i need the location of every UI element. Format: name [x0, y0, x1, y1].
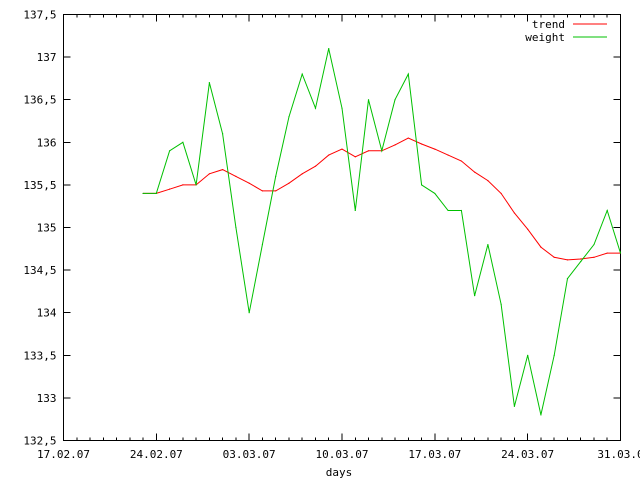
data-point-trend: [593, 256, 595, 258]
data-point-trend: [566, 259, 569, 261]
data-point-trend: [168, 188, 171, 190]
legend-label: trend: [532, 18, 565, 31]
data-point-weight: [314, 107, 317, 109]
data-point-weight: [182, 141, 184, 143]
data-point-weight: [474, 295, 476, 297]
data-point-weight: [288, 116, 290, 118]
y-tick-label: 135: [37, 222, 57, 235]
data-point-trend: [527, 228, 529, 230]
data-point-weight: [527, 354, 529, 356]
x-tick-label: 03.03.07: [223, 448, 276, 461]
x-tick-label: 17.02.07: [37, 448, 90, 461]
data-point-trend: [487, 180, 489, 182]
data-point-weight: [566, 278, 569, 280]
series-line-trend: [143, 137, 621, 261]
y-tick-label: 137,5: [23, 9, 56, 22]
y-tick-label: 134: [37, 307, 57, 320]
data-point-trend: [606, 252, 608, 254]
data-point-weight: [513, 405, 516, 408]
x-tick-label: 24.02.07: [130, 448, 183, 461]
data-point-trend: [341, 148, 343, 150]
data-point-weight: [222, 133, 224, 135]
data-point-trend: [420, 143, 423, 145]
data-point-weight: [341, 107, 343, 109]
data-point-trend: [474, 171, 476, 173]
data-point-trend: [513, 212, 516, 214]
data-point-weight: [235, 226, 237, 229]
data-point-trend: [447, 154, 449, 156]
x-tick-label: 24.03.07: [501, 448, 554, 461]
data-point-weight: [460, 209, 462, 212]
y-tick-label: 135,5: [23, 179, 56, 192]
series-line-weight: [143, 48, 621, 416]
x-tick-label: 17.03.07: [408, 448, 461, 461]
data-point-weight: [168, 150, 171, 152]
series-layer: [142, 47, 622, 416]
data-point-weight: [407, 73, 409, 75]
data-point-weight: [447, 209, 449, 212]
data-point-weight: [434, 192, 436, 195]
data-point-weight: [394, 99, 396, 101]
y-tick-label: 136,5: [23, 94, 56, 107]
data-point-trend: [394, 144, 396, 146]
data-point-weight: [301, 73, 303, 75]
y-tick-label: 134,5: [23, 264, 56, 277]
data-point-weight: [580, 260, 582, 263]
data-point-trend: [208, 173, 210, 175]
data-point-weight: [248, 312, 250, 314]
y-tick-label: 132,5: [23, 435, 56, 448]
data-point-weight: [619, 252, 622, 254]
data-point-trend: [434, 148, 436, 150]
x-axis-label: days: [326, 466, 353, 479]
data-point-trend: [354, 156, 356, 158]
y-tick-label: 133,5: [23, 349, 56, 362]
data-point-trend: [235, 175, 237, 177]
data-point-weight: [275, 175, 277, 177]
data-point-trend: [367, 150, 370, 152]
data-point-trend: [261, 190, 264, 192]
data-point-weight: [381, 150, 383, 152]
y-axis: 132,5 133 133,5 134 134,5 135 135,5 136 136,5 137…: [23, 9, 621, 448]
data-point-weight: [261, 243, 264, 246]
data-point-weight: [540, 414, 542, 416]
data-point-weight: [142, 192, 144, 195]
data-point-trend: [248, 182, 250, 184]
data-point-trend: [460, 160, 462, 162]
data-point-weight: [208, 82, 210, 84]
data-point-weight: [195, 184, 197, 186]
x-axis: 17.02.07 24.02.07 03.03.07 10.03.07 17.03.07…: [37, 14, 640, 461]
data-point-weight: [420, 184, 423, 186]
y-tick-label: 137: [37, 51, 57, 64]
data-point-weight: [593, 243, 595, 246]
data-point-trend: [182, 184, 184, 186]
data-point-weight: [553, 354, 555, 356]
data-point-trend: [222, 168, 224, 171]
data-point-trend: [540, 246, 542, 248]
data-point-weight: [155, 192, 157, 195]
data-point-trend: [314, 165, 317, 167]
data-point-trend: [301, 173, 303, 175]
data-point-trend: [275, 190, 277, 192]
data-point-trend: [500, 192, 502, 195]
data-point-weight: [606, 209, 608, 212]
data-point-trend: [553, 256, 555, 258]
data-point-weight: [487, 243, 489, 246]
legend-label: weight: [525, 31, 565, 44]
data-point-trend: [580, 258, 582, 260]
data-point-trend: [407, 137, 409, 139]
y-tick-label: 133: [37, 392, 57, 405]
y-tick-label: 136: [37, 136, 57, 149]
plot-frame: [63, 14, 621, 441]
data-point-trend: [288, 182, 290, 184]
data-point-trend: [328, 154, 330, 156]
x-tick-label: 31.03.0: [597, 448, 640, 461]
data-point-weight: [500, 303, 502, 305]
data-point-weight: [354, 209, 356, 212]
data-point-weight: [367, 99, 370, 101]
x-tick-label: 10.03.07: [316, 448, 369, 461]
data-point-weight: [328, 47, 330, 50]
